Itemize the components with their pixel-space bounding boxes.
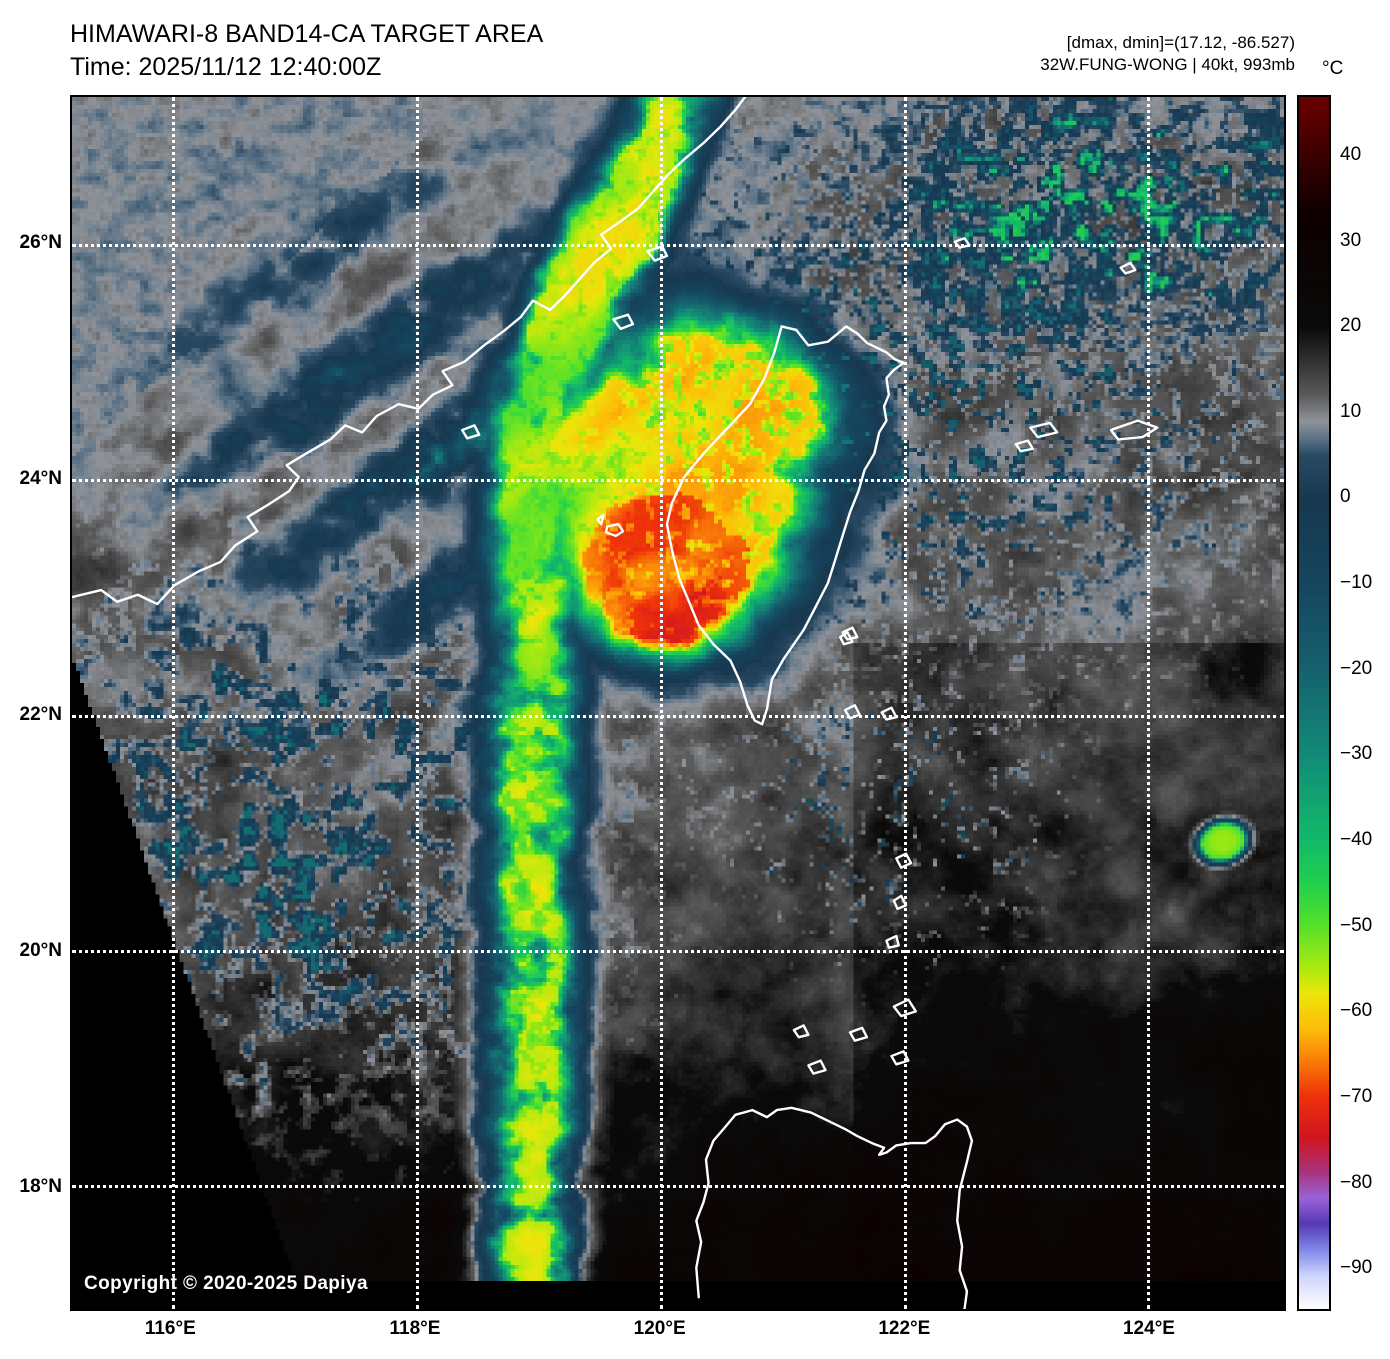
satellite-imagery-canvas [72, 97, 1284, 1309]
colorbar-tick-label: 0 [1340, 486, 1351, 508]
page-title: HIMAWARI-8 BAND14-CA TARGET AREA [70, 20, 544, 48]
ytick-label: 22°N [19, 703, 62, 725]
colorbar-gradient [1297, 95, 1331, 1311]
timestamp-label: Time: 2025/11/12 12:40:00Z [70, 53, 382, 81]
colorbar-units-label: °C [1322, 58, 1344, 79]
ytick-label: 20°N [19, 939, 62, 961]
xtick-label: 124°E [1122, 1318, 1175, 1339]
colorbar-tick-label: −90 [1340, 1257, 1373, 1279]
xtick-label: 120°E [633, 1318, 686, 1339]
colorbar-tick-label: −70 [1340, 1085, 1373, 1107]
colorbar-tick-label: −80 [1340, 1171, 1373, 1193]
colorbar-tick-label: 30 [1340, 229, 1362, 251]
colorbar-tick-label: 40 [1340, 143, 1362, 165]
colorbar-tick-label: −60 [1340, 1000, 1373, 1022]
coastline-overlay [72, 97, 1284, 1309]
header-meta-block: [dmax, dmin]=(17.12, -86.527) 32W.FUNG-W… [1040, 32, 1295, 77]
plot-inner [72, 97, 1284, 1309]
colorbar-tick-label: −30 [1340, 743, 1373, 765]
xtick-label: 116°E [144, 1318, 196, 1339]
ytick-label: 24°N [19, 467, 62, 489]
colorbar-tick-label: −50 [1340, 914, 1373, 936]
dmax-dmin-label: [dmax, dmin]=(17.12, -86.527) [1066, 33, 1295, 52]
header-title-block: HIMAWARI-8 BAND14-CA TARGET AREA Time: 2… [70, 18, 543, 84]
colorbar-tick-label: 20 [1340, 315, 1362, 337]
ytick-label: 18°N [19, 1176, 62, 1198]
storm-info-label: 32W.FUNG-WONG | 40kt, 993mb [1040, 55, 1295, 75]
copyright-notice: Copyright © 2020-2025 Dapiya [84, 1273, 368, 1294]
colorbar-tick-label: −40 [1340, 829, 1373, 850]
colorbar[interactable] [1297, 95, 1331, 1311]
xtick-label: 122°E [878, 1318, 931, 1339]
colorbar-tick-label: −10 [1340, 572, 1373, 594]
xtick-label: 118°E [389, 1318, 441, 1339]
colorbar-tick-label: 10 [1340, 400, 1362, 422]
ytick-label: 26°N [19, 231, 62, 253]
satellite-image-plot[interactable]: Copyright © 2020-2025 Dapiya [70, 95, 1286, 1311]
colorbar-tick-label: −20 [1340, 657, 1373, 679]
